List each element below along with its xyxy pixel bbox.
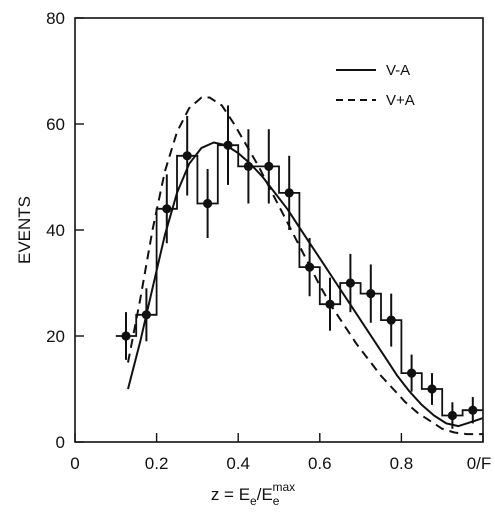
data-point xyxy=(162,174,172,244)
x-tick-label: 0 xyxy=(70,454,79,473)
data-marker xyxy=(284,188,294,198)
axis-ticks: 0 0.2 0.4 0.6 0.8 0/F 0 20 40 60 80 xyxy=(46,9,491,473)
data-marker xyxy=(366,289,376,299)
data-marker xyxy=(447,410,457,421)
data-point xyxy=(141,288,151,342)
curve-v-a xyxy=(127,141,484,428)
x-tick-label: 0.4 xyxy=(226,454,250,473)
data-point xyxy=(427,373,437,405)
data-point xyxy=(182,116,192,196)
data-marker xyxy=(305,262,315,272)
data-point xyxy=(305,237,315,297)
legend-label-v-a: V-A xyxy=(386,62,410,79)
data-marker xyxy=(182,151,192,161)
data-marker xyxy=(264,161,274,171)
data-marker xyxy=(162,204,172,214)
series-layer xyxy=(115,96,484,436)
curve-v-plus-a xyxy=(127,96,483,436)
data-marker xyxy=(468,405,478,415)
y-tick-label: 40 xyxy=(46,221,65,240)
data-marker xyxy=(345,278,355,288)
x-tick-label: 0.2 xyxy=(145,454,169,473)
legend-label-v-plus-a: V+A xyxy=(386,92,415,109)
data-point xyxy=(366,264,376,323)
data-point xyxy=(468,396,478,424)
data-point xyxy=(243,129,253,204)
data-point xyxy=(223,105,233,185)
x-tick-label: 0/F xyxy=(467,454,492,473)
data-marker xyxy=(386,315,396,325)
data-marker xyxy=(121,331,131,341)
x-tick-label: 0.6 xyxy=(308,454,332,473)
data-marker xyxy=(243,161,253,171)
data-marker xyxy=(223,140,233,150)
data-marker xyxy=(427,384,437,394)
data-marker xyxy=(407,368,417,378)
data-marker xyxy=(203,198,213,209)
y-tick-label: 0 xyxy=(56,433,65,452)
data-point xyxy=(407,354,417,392)
data-point xyxy=(203,169,213,238)
y-tick-label: 20 xyxy=(46,327,65,346)
data-point xyxy=(325,277,335,331)
data-point xyxy=(284,155,294,230)
x-tick-label: 0.8 xyxy=(390,454,414,473)
data-marker xyxy=(325,299,335,309)
data-point xyxy=(447,402,457,429)
data-marker xyxy=(141,310,151,320)
x-axis-title: z = Ee/Eemax xyxy=(211,480,295,508)
data-point xyxy=(386,293,396,347)
legend: V-A V+A xyxy=(336,62,415,109)
data-point xyxy=(345,253,355,313)
y-tick-label: 80 xyxy=(46,9,65,28)
data-point xyxy=(121,312,131,360)
data-point xyxy=(264,129,274,204)
y-axis-title: EVENTS xyxy=(15,196,34,264)
histogram-steps xyxy=(115,144,483,417)
y-tick-label: 60 xyxy=(46,115,65,134)
